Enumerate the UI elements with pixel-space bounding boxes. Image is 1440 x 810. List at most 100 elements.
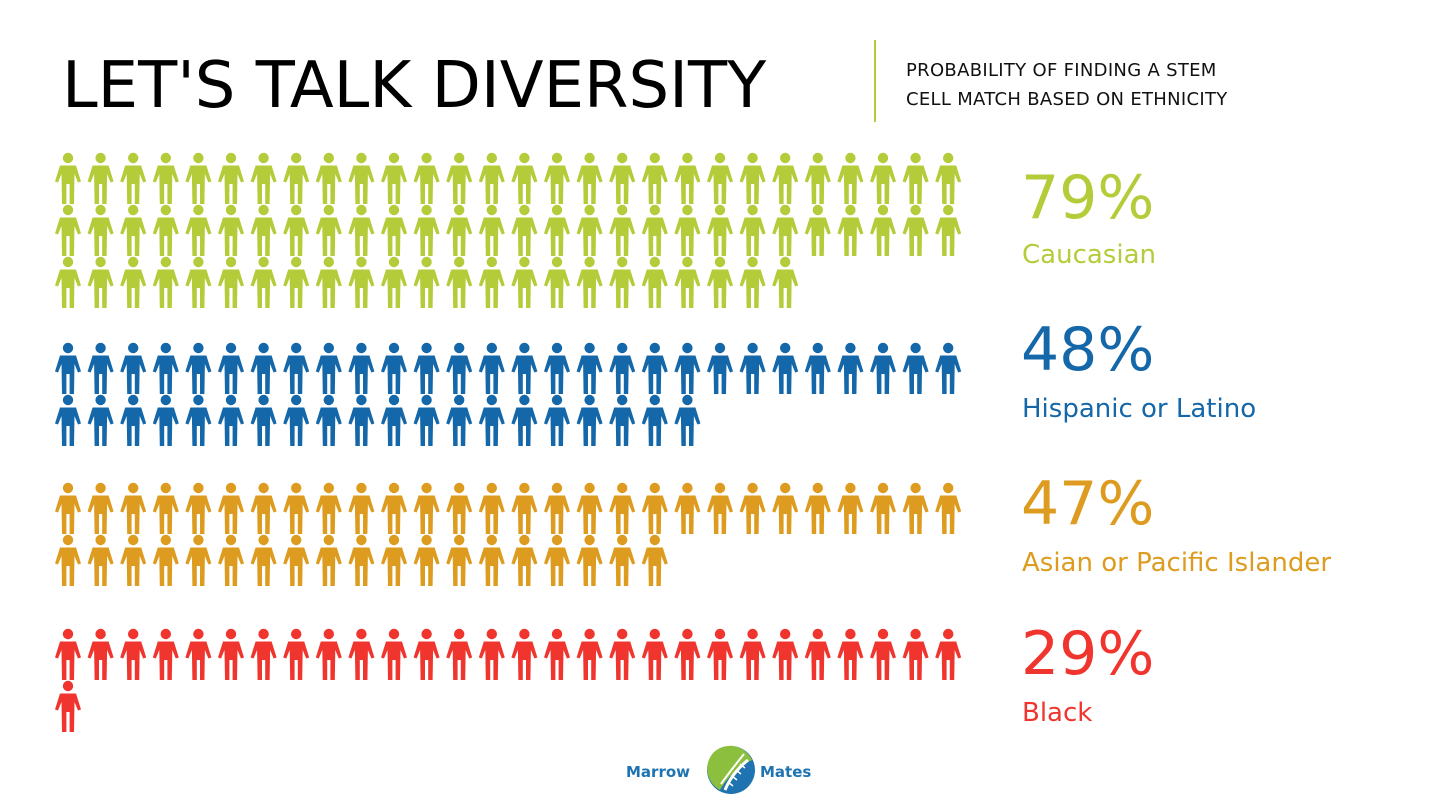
person-icon xyxy=(478,152,505,204)
person-icon xyxy=(902,482,929,534)
marrow-mates-logo: Marrow Mates xyxy=(626,740,816,802)
person-icon xyxy=(837,342,864,394)
person-icon xyxy=(250,394,277,446)
person-icon xyxy=(478,342,505,394)
person-icon xyxy=(283,482,310,534)
person-icon xyxy=(87,342,114,394)
person-icon xyxy=(707,628,733,680)
person-icon xyxy=(707,482,733,534)
person-icon xyxy=(544,534,570,586)
person-icon xyxy=(413,628,440,680)
person-icon xyxy=(935,204,962,256)
person-icon xyxy=(707,342,733,394)
logo-globe-icon xyxy=(707,745,755,794)
person-icon xyxy=(413,204,440,256)
person-icon xyxy=(218,482,244,534)
category-label: Black xyxy=(1022,698,1092,728)
person-icon xyxy=(902,204,929,256)
percent-label: 48% xyxy=(1021,315,1154,385)
person-icon xyxy=(446,628,473,680)
person-icon xyxy=(478,534,505,586)
person-icon xyxy=(609,256,636,308)
person-icon xyxy=(218,342,244,394)
person-icon xyxy=(772,342,799,394)
person-icon xyxy=(674,394,701,446)
subtitle-line-2: CELL MATCH BASED ON ETHNICITY xyxy=(906,89,1228,110)
person-icon xyxy=(902,628,929,680)
person-icon xyxy=(837,204,864,256)
person-icon xyxy=(576,394,603,446)
person-icon xyxy=(511,342,538,394)
person-icon xyxy=(576,256,603,308)
person-icon xyxy=(902,342,929,394)
person-icon xyxy=(381,482,407,534)
person-icon xyxy=(152,342,179,394)
person-icon xyxy=(250,204,277,256)
person-icon xyxy=(185,482,212,534)
person-icon xyxy=(576,482,603,534)
person-icon xyxy=(55,534,81,586)
person-icon xyxy=(348,534,375,586)
person-icon xyxy=(348,394,375,446)
person-icon xyxy=(576,342,603,394)
person-icon xyxy=(511,256,538,308)
person-icon xyxy=(413,534,440,586)
person-icon xyxy=(348,482,375,534)
person-icon xyxy=(348,628,375,680)
person-icon xyxy=(218,152,244,204)
percent-label: 29% xyxy=(1021,619,1154,689)
percent-label: 79% xyxy=(1021,163,1154,233)
person-icon xyxy=(283,256,310,308)
person-icon xyxy=(576,152,603,204)
person-icon xyxy=(381,256,407,308)
person-icon xyxy=(544,152,570,204)
person-icon xyxy=(446,482,473,534)
person-icon xyxy=(870,482,896,534)
person-icon xyxy=(185,204,212,256)
person-icon xyxy=(413,152,440,204)
person-icon xyxy=(576,204,603,256)
category-label: Asian or Pacific Islander xyxy=(1022,548,1331,578)
person-icon xyxy=(544,342,570,394)
person-icon xyxy=(87,482,114,534)
person-icon xyxy=(315,482,342,534)
person-icon xyxy=(120,256,147,308)
person-icon xyxy=(185,394,212,446)
person-icon xyxy=(446,204,473,256)
person-icon xyxy=(609,482,636,534)
person-icon xyxy=(315,256,342,308)
person-icon xyxy=(413,342,440,394)
person-icon xyxy=(674,204,701,256)
header-divider xyxy=(874,40,876,122)
person-icon xyxy=(250,256,277,308)
person-icon xyxy=(739,482,766,534)
person-icon xyxy=(544,482,570,534)
person-icon xyxy=(283,534,310,586)
person-icon xyxy=(413,256,440,308)
person-icon xyxy=(707,152,733,204)
person-icon xyxy=(804,482,831,534)
person-icon xyxy=(707,256,733,308)
logo-word-right: Mates xyxy=(760,763,812,781)
person-icon xyxy=(609,394,636,446)
person-icon xyxy=(87,256,114,308)
person-icon xyxy=(641,152,668,204)
person-icon xyxy=(218,204,244,256)
person-icon xyxy=(315,628,342,680)
person-icon xyxy=(739,342,766,394)
person-icon xyxy=(250,342,277,394)
person-icon xyxy=(250,628,277,680)
person-icon xyxy=(120,394,147,446)
person-icon xyxy=(804,152,831,204)
person-icon xyxy=(870,342,896,394)
person-icon xyxy=(772,152,799,204)
person-icon xyxy=(772,628,799,680)
person-icon xyxy=(55,342,81,394)
person-icon xyxy=(544,204,570,256)
person-icon xyxy=(511,394,538,446)
person-icon xyxy=(381,342,407,394)
person-icon xyxy=(55,152,81,204)
person-icon xyxy=(55,394,81,446)
person-icon xyxy=(348,256,375,308)
person-icon xyxy=(935,628,962,680)
